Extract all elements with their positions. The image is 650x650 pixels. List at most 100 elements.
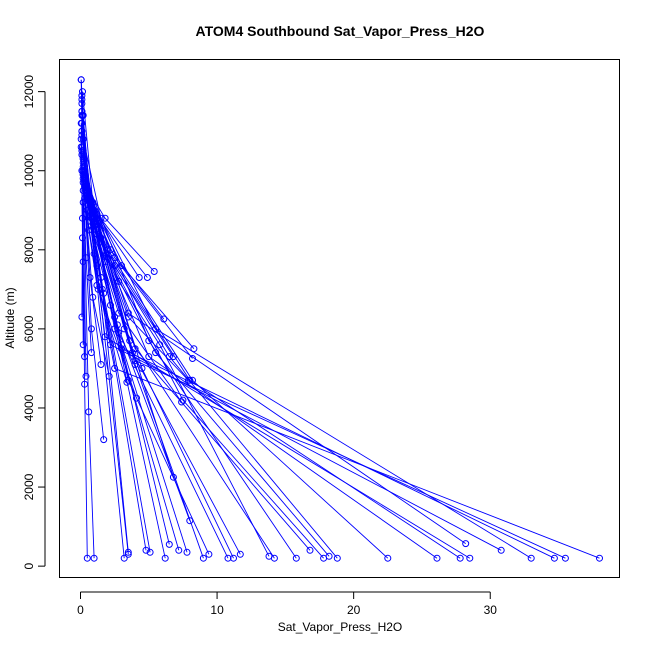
- series-line-42: [84, 178, 174, 357]
- series-line-48: [82, 170, 102, 365]
- series-layer: [77, 76, 603, 562]
- data-point: [143, 274, 151, 281]
- data-point: [78, 100, 86, 107]
- data-point: [320, 554, 328, 562]
- data-point: [79, 155, 87, 163]
- data-point: [146, 548, 154, 556]
- data-point: [85, 408, 93, 416]
- series-line-41: [86, 194, 193, 359]
- data-point: [77, 76, 85, 84]
- data-point: [79, 214, 86, 222]
- data-point: [101, 214, 109, 222]
- data-point: [186, 517, 194, 525]
- data-point: [169, 353, 177, 361]
- series-line-52: [80, 123, 83, 318]
- y-tick-label: 0: [22, 562, 36, 569]
- data-point: [183, 548, 191, 556]
- data-point: [105, 372, 113, 380]
- data-point: [77, 119, 85, 127]
- data-point: [169, 473, 177, 481]
- data-point: [150, 268, 158, 275]
- y-tick-label: 8000: [22, 236, 36, 263]
- data-point: [462, 540, 470, 548]
- data-point: [83, 554, 91, 562]
- chart-title: ATOM4 Southbound Sat_Vapor_Press_H2O: [196, 23, 485, 39]
- data-point: [156, 341, 164, 349]
- data-point: [90, 554, 98, 562]
- data-point: [175, 546, 183, 554]
- data-point: [79, 198, 87, 206]
- x-tick-label: 20: [347, 603, 361, 617]
- x-tick-label: 0: [77, 603, 84, 617]
- y-tick-label: 10000: [22, 154, 36, 188]
- data-point: [466, 554, 474, 562]
- data-point: [107, 301, 114, 309]
- data-point: [87, 198, 95, 206]
- x-tick-label: 30: [484, 603, 498, 617]
- data-point: [205, 550, 213, 558]
- series-line-6: [81, 150, 466, 544]
- data-point: [79, 258, 87, 266]
- data-point: [145, 353, 153, 361]
- data-point: [87, 349, 95, 357]
- y-tick-label: 12000: [22, 75, 36, 109]
- data-point: [199, 554, 207, 562]
- data-point: [123, 378, 131, 386]
- data-point: [124, 548, 132, 556]
- series-line-27: [89, 202, 166, 559]
- data-point: [120, 554, 128, 562]
- data-point: [292, 554, 300, 562]
- series-line-43: [93, 221, 189, 381]
- data-point: [561, 554, 569, 562]
- data-point: [224, 554, 232, 562]
- data-point: [384, 554, 392, 562]
- data-point: [118, 262, 125, 270]
- data-point: [527, 554, 535, 562]
- series-line-53: [82, 202, 87, 377]
- series-line-35: [82, 166, 105, 440]
- series-line-26: [81, 123, 170, 545]
- data-point: [97, 361, 105, 368]
- data-point: [265, 552, 273, 560]
- data-point: [142, 546, 150, 554]
- data-point: [184, 376, 192, 384]
- y-tick-label: 2000: [22, 473, 36, 500]
- data-point: [78, 92, 86, 100]
- data-point: [90, 250, 98, 258]
- data-point: [550, 554, 558, 562]
- data-point: [236, 550, 244, 558]
- data-point: [87, 325, 95, 333]
- data-point: [333, 554, 341, 562]
- x-tick-label: 10: [210, 603, 224, 617]
- series-line-49: [81, 154, 92, 353]
- data-point: [94, 285, 102, 293]
- data-point: [126, 337, 134, 345]
- series-line-1: [80, 79, 566, 559]
- series-line-44: [90, 225, 182, 403]
- series-line-46: [82, 190, 128, 383]
- series-line-4: [81, 95, 502, 551]
- data-point: [78, 127, 86, 135]
- data-point: [497, 546, 505, 554]
- data-point: [81, 380, 89, 388]
- series-line-9: [82, 139, 389, 559]
- data-point: [111, 254, 119, 262]
- series-line-0: [80, 79, 600, 559]
- data-point: [306, 546, 314, 554]
- series-line-40: [90, 202, 195, 349]
- data-point: [145, 337, 153, 345]
- data-point: [190, 345, 198, 353]
- plot-area-border: [59, 59, 620, 578]
- data-point: [79, 341, 87, 349]
- data-point: [93, 281, 101, 289]
- data-point: [456, 554, 464, 562]
- series-line-11: [84, 166, 330, 557]
- y-tick-label: 4000: [22, 394, 36, 421]
- data-point: [118, 341, 125, 349]
- data-point: [79, 88, 86, 96]
- data-point: [79, 167, 87, 175]
- data-point: [433, 554, 441, 562]
- data-point: [115, 309, 123, 317]
- x-axis: 0 10 20 30: [77, 591, 498, 617]
